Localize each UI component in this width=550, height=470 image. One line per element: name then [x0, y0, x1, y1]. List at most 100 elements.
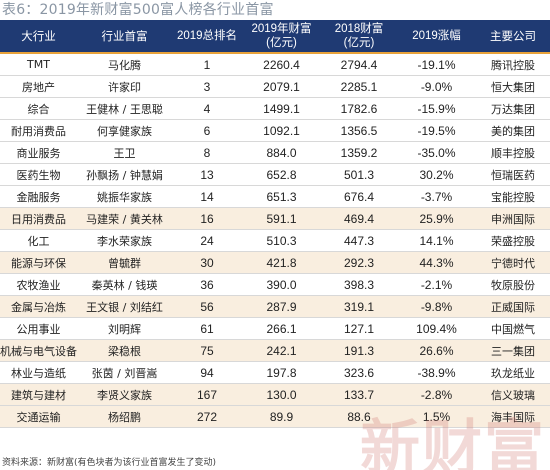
cell-wealth-2019: 242.1: [266, 343, 297, 358]
cell-rank: 36: [200, 277, 214, 292]
cell-wealth-2019: 2260.4: [263, 57, 300, 72]
cell-richest: 王文银 / 刘结红: [86, 300, 163, 314]
cell-wealth-2018: 88.6: [347, 409, 371, 424]
cell-wealth-2019: 2079.1: [263, 79, 300, 94]
cell-wealth-2019: 197.8: [266, 365, 297, 380]
cell-change: -35.0%: [417, 145, 456, 160]
cell-richest: 秦英林 / 钱瑛: [91, 278, 158, 292]
header-richest: 行业首富: [101, 29, 148, 43]
cell-industry: 日用消费品: [11, 212, 66, 226]
header-industry: 大行业: [21, 29, 56, 43]
cell-rank: 8: [203, 145, 211, 160]
cell-rank: 94: [200, 365, 214, 380]
cell-industry: 商业服务: [16, 146, 61, 160]
cell-wealth-2018: 676.4: [343, 189, 375, 204]
cell-industry: 化工: [27, 234, 50, 248]
cell-rank: 61: [200, 321, 214, 336]
cell-industry: TMT: [27, 58, 50, 71]
cell-wealth-2018: 323.6: [343, 365, 375, 380]
cell-company: 宝能控股: [491, 190, 535, 204]
cell-company: 信义玻璃: [491, 388, 535, 402]
cell-wealth-2018: 447.3: [343, 233, 375, 248]
table-row: 日用消费品 马建荣 / 黄关林 16 591.1 469.4 25.9% 申洲国际: [0, 208, 550, 230]
cell-company: 申洲国际: [491, 212, 535, 226]
cell-change: -19.1%: [417, 57, 456, 72]
table-row: 农牧渔业 秦英林 / 钱瑛 36 390.0 398.3 -2.1% 牧原股份: [0, 274, 550, 296]
cell-industry: 金属与冶炼: [11, 300, 66, 314]
table-header: 大行业 行业首富 2019总排名 2019年财富 (亿元) 2018财富 (亿元…: [0, 20, 550, 54]
cell-change: 1.5%: [422, 409, 451, 424]
cell-wealth-2018: 292.3: [343, 255, 375, 270]
cell-richest: 李贤义家族: [97, 388, 152, 402]
cell-wealth-2018: 191.3: [343, 343, 375, 358]
table-row: 金属与冶炼 王文银 / 刘结红 56 287.9 319.1 -9.8% 正威国际: [0, 296, 550, 318]
cell-wealth-2018: 2285.1: [340, 79, 378, 94]
cell-change: -3.7%: [420, 189, 453, 204]
cell-richest: 李水荣家族: [97, 234, 152, 248]
header-wealth-2019-unit: (亿元): [266, 37, 297, 49]
cell-wealth-2019: 652.8: [266, 167, 297, 182]
cell-company: 美的集团: [491, 124, 535, 138]
cell-industry: 房地产: [22, 80, 55, 94]
ranking-table: 大行业 行业首富 2019总排名 2019年财富 (亿元) 2018财富 (亿元…: [0, 20, 550, 428]
table-row: 机械与电气设备 梁稳根 75 242.1 191.3 26.6% 三一集团: [0, 340, 550, 362]
cell-company: 恒大集团: [491, 80, 535, 94]
cell-change: 14.1%: [419, 233, 454, 248]
cell-company: 腾讯控股: [491, 58, 535, 72]
cell-richest: 梁稳根: [108, 344, 141, 358]
cell-industry: 交通运输: [16, 410, 61, 424]
cell-richest: 杨绍鹏: [108, 410, 141, 424]
cell-richest: 马建荣 / 黄关林: [86, 212, 163, 226]
cell-richest: 何享健家族: [97, 124, 152, 138]
cell-wealth-2019: 1092.1: [263, 123, 300, 138]
cell-change: -15.9%: [417, 101, 456, 116]
cell-industry: 综合: [27, 102, 50, 116]
cell-rank: 75: [200, 343, 214, 358]
table-row: 商业服务 王卫 8 884.0 1359.2 -35.0% 顺丰控股: [0, 142, 550, 164]
cell-rank: 1: [203, 57, 211, 72]
cell-industry: 医药生物: [16, 168, 61, 182]
cell-company: 荣盛控股: [491, 234, 535, 248]
cell-company: 顺丰控股: [491, 146, 535, 160]
cell-rank: 13: [200, 167, 214, 182]
cell-rank: 3: [203, 79, 211, 94]
cell-rank: 4: [203, 101, 211, 116]
cell-wealth-2019: 651.3: [266, 189, 297, 204]
cell-company: 恒瑞医药: [491, 168, 535, 182]
cell-change: 44.3%: [419, 255, 454, 270]
table-row: 耐用消费品 何享健家族 6 1092.1 1356.5 -19.5% 美的集团: [0, 120, 550, 142]
cell-wealth-2019: 89.9: [269, 409, 294, 424]
cell-industry: 农牧渔业: [16, 278, 61, 292]
cell-change: 109.4%: [416, 321, 457, 336]
cell-industry: 金融服务: [16, 190, 61, 204]
cell-industry: 能源与环保: [11, 256, 66, 270]
cell-company: 正威国际: [491, 300, 535, 314]
header-wealth-2018: 2018财富 (亿元): [321, 20, 397, 52]
cell-company: 三一集团: [491, 344, 535, 358]
cell-wealth-2018: 133.7: [343, 387, 375, 402]
cell-wealth-2019: 287.9: [266, 299, 297, 314]
cell-change: -9.8%: [420, 299, 453, 314]
table-row: 金融服务 姚振华家族 14 651.3 676.4 -3.7% 宝能控股: [0, 186, 550, 208]
cell-change: -38.9%: [417, 365, 456, 380]
cell-rank: 56: [200, 299, 214, 314]
table-row: 交通运输 杨绍鹏 272 89.9 88.6 1.5% 海丰国际: [0, 406, 550, 428]
cell-industry: 公用事业: [16, 322, 61, 336]
cell-richest: 王健林 / 王思聪: [86, 102, 163, 116]
header-wealth-2019-line1: 2019年财富: [251, 23, 312, 35]
cell-rank: 16: [200, 211, 214, 226]
cell-rank: 30: [200, 255, 214, 270]
cell-company: 中国燃气: [491, 322, 535, 336]
cell-rank: 272: [196, 409, 218, 424]
cell-change: -2.1%: [420, 277, 453, 292]
header-change: 2019涨幅: [412, 30, 461, 42]
cell-change: -19.5%: [417, 123, 456, 138]
cell-richest: 姚振华家族: [97, 190, 152, 204]
cell-industry: 耐用消费品: [11, 124, 66, 138]
table-title: 表6：2019年新财富500富人榜各行业首富: [2, 2, 274, 18]
cell-company: 海丰国际: [491, 410, 535, 424]
table-row: 林业与造纸 张茵 / 刘晋嵩 94 197.8 323.6 -38.9% 玖龙纸业: [0, 362, 550, 384]
cell-richest: 马化腾: [108, 58, 141, 72]
header-wealth-2018-unit: (亿元): [343, 37, 375, 49]
header-company: 主要公司: [490, 29, 536, 43]
